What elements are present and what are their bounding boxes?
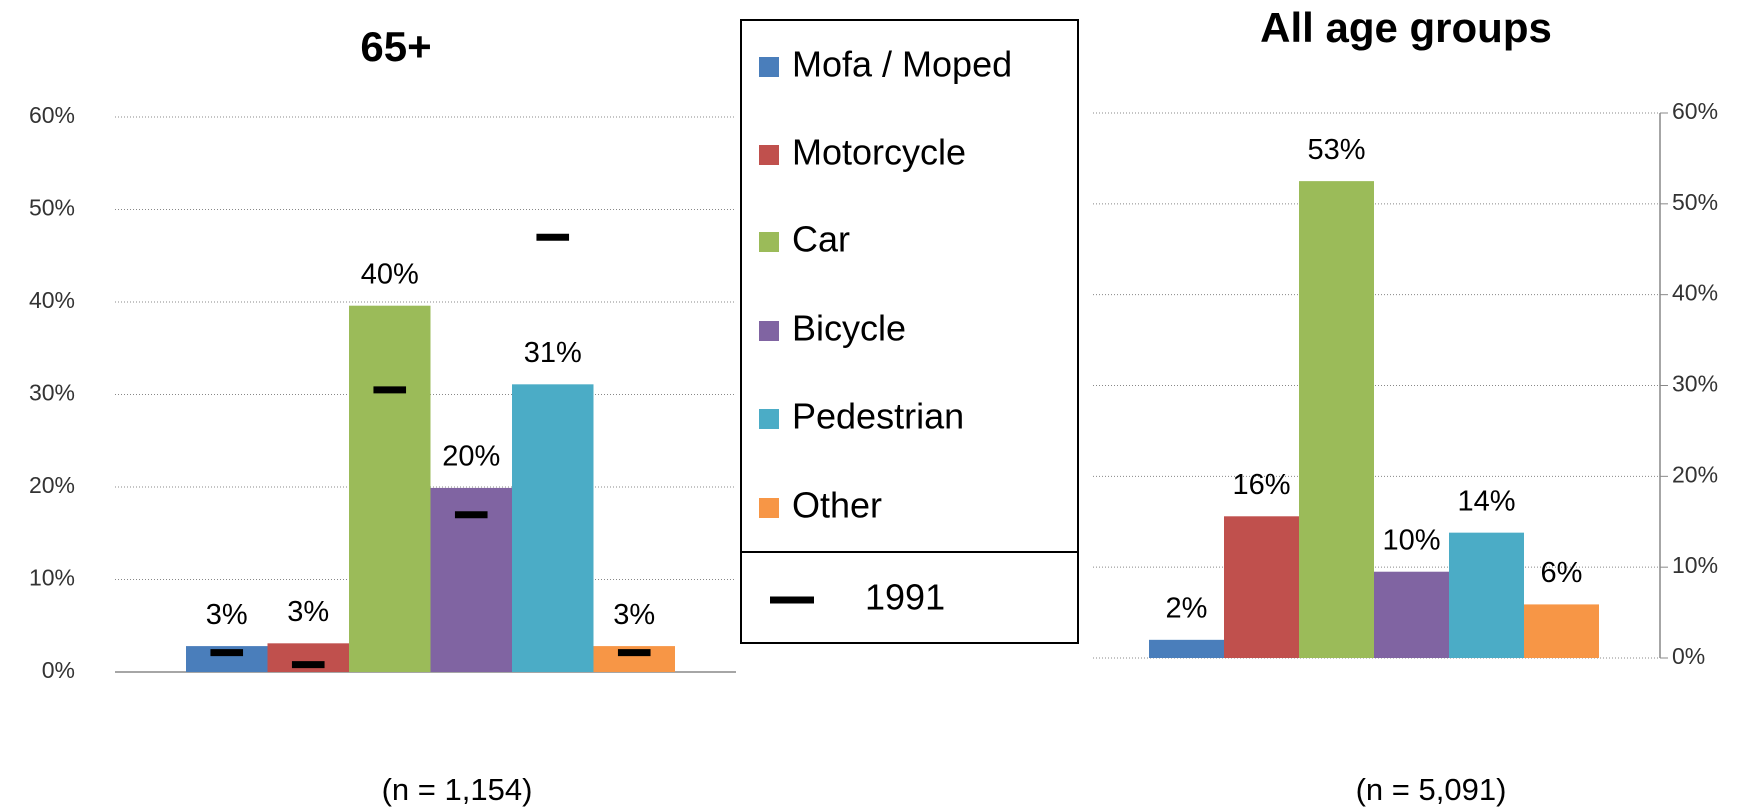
data-label: 14% (1457, 485, 1515, 517)
data-label: 20% (442, 441, 500, 473)
y-tick-label: 60% (29, 102, 75, 128)
bar (1374, 571, 1449, 658)
legend-swatch (759, 145, 779, 165)
sample-size: (n = 5,091) (1356, 772, 1507, 807)
y-tick-label: 10% (1672, 552, 1718, 578)
y-tick-label: 60% (1672, 98, 1718, 124)
y-tick-label: 30% (1672, 371, 1718, 397)
bar (1224, 516, 1299, 658)
legend-label: Bicycle (792, 308, 906, 349)
sample-size: (n = 1,154) (382, 772, 533, 807)
data-label: 3% (287, 596, 329, 628)
bar (349, 305, 431, 672)
legend-swatch (759, 321, 779, 341)
chart-title: 65+ (360, 23, 431, 70)
bar (1524, 604, 1599, 658)
bar (1449, 532, 1524, 658)
y-tick-label: 50% (29, 195, 75, 221)
legend-swatch (759, 57, 779, 77)
legend-swatch (759, 409, 779, 429)
y-tick-label: 30% (29, 380, 75, 406)
legend-label: Pedestrian (792, 396, 964, 437)
legend-label: Motorcycle (792, 132, 966, 173)
legend-box (740, 19, 1079, 644)
y-tick-label: 50% (1672, 189, 1718, 215)
bar (1149, 639, 1224, 658)
data-label: 3% (206, 599, 248, 631)
data-label: 6% (1541, 557, 1583, 589)
legend-swatch (759, 232, 779, 252)
y-tick-label: 40% (29, 287, 75, 313)
legend-label: Other (792, 485, 882, 526)
data-label: 3% (613, 599, 655, 631)
legend-label: Mofa / Moped (792, 44, 1012, 85)
data-label: 10% (1382, 524, 1440, 556)
bar (512, 384, 594, 672)
data-label: 40% (361, 258, 419, 290)
chart-title: All age groups (1260, 4, 1552, 51)
legend-label: Car (792, 219, 850, 260)
bar (1299, 181, 1374, 658)
legend-swatch (759, 498, 779, 518)
y-tick-label: 20% (1672, 461, 1718, 487)
data-label: 2% (1166, 592, 1208, 624)
y-tick-label: 0% (1672, 643, 1705, 669)
data-label: 16% (1232, 469, 1290, 501)
legend-label: 1991 (865, 577, 945, 618)
y-tick-label: 40% (1672, 280, 1718, 306)
y-tick-label: 10% (29, 565, 75, 591)
data-label: 53% (1307, 134, 1365, 166)
y-tick-label: 20% (29, 472, 75, 498)
y-tick-label: 0% (42, 657, 75, 683)
data-label: 31% (524, 337, 582, 369)
bar (430, 487, 512, 672)
